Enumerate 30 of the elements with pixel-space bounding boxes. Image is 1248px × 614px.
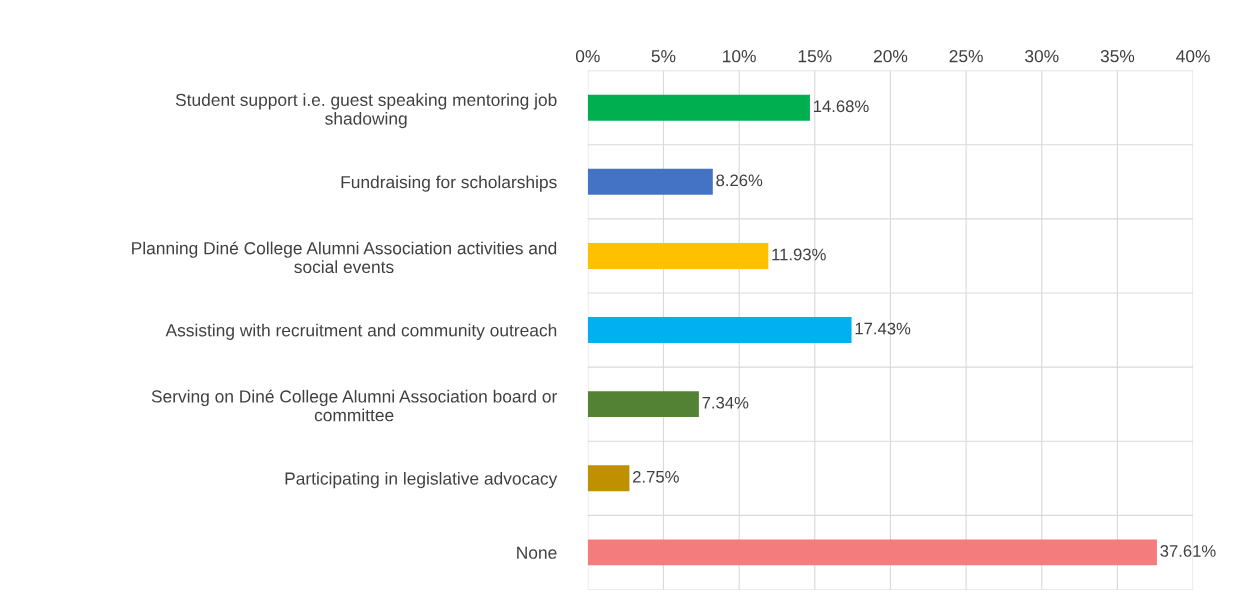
bar bbox=[587, 317, 852, 343]
data-label: 8.26% bbox=[716, 174, 763, 187]
bar bbox=[587, 94, 810, 121]
y-tick-label: Assisting with recruitment and community outreach bbox=[165, 323, 557, 340]
y-tick-label: Student support i.e. guest speaking mentoring job shadowing bbox=[175, 93, 557, 129]
data-label: 11.93% bbox=[772, 248, 826, 261]
bar bbox=[587, 539, 1157, 566]
x-tick-label: 25% bbox=[949, 50, 983, 63]
y-tick-label: Participating in legislative advocacy bbox=[285, 471, 558, 489]
y-tick-label: Serving on Diné College Alumni Association board or committee bbox=[151, 389, 557, 422]
x-tick-label: 40% bbox=[1176, 50, 1210, 63]
data-label: 37.61% bbox=[1160, 545, 1216, 557]
bar bbox=[587, 465, 630, 492]
x-tick-label: 0% bbox=[575, 50, 600, 63]
y-tick-label: None bbox=[517, 546, 557, 559]
x-tick-label: 35% bbox=[1100, 50, 1135, 63]
x-tick-label: 5% bbox=[651, 50, 676, 63]
data-label: 17.43% bbox=[855, 322, 911, 335]
bar bbox=[587, 391, 699, 418]
data-label: 7.34% bbox=[702, 396, 749, 409]
bar bbox=[587, 242, 769, 269]
x-tick-label: 30% bbox=[1025, 50, 1059, 63]
data-label: 2.75% bbox=[633, 470, 679, 483]
y-tick-label: Planning Diné College Alumni Association activities and social events bbox=[132, 241, 557, 274]
x-tick-label: 10% bbox=[723, 50, 756, 63]
y-tick-label: Fundraising for scholarships bbox=[341, 175, 557, 192]
x-tick-label: 20% bbox=[873, 50, 908, 63]
x-tick-label: 15% bbox=[798, 50, 832, 63]
data-label: 14.68% bbox=[813, 100, 869, 113]
bar bbox=[587, 168, 713, 195]
